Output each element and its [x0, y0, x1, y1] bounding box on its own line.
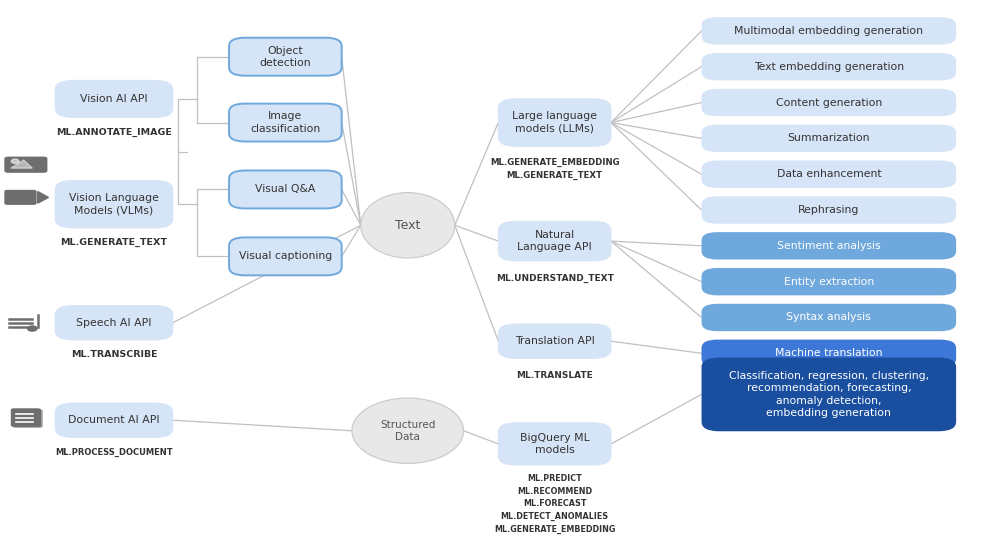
FancyBboxPatch shape	[55, 403, 173, 437]
Text: Content generation: Content generation	[776, 98, 882, 108]
Text: Image
classification: Image classification	[250, 111, 320, 134]
FancyBboxPatch shape	[55, 80, 173, 117]
Text: Structured
Data: Structured Data	[380, 420, 435, 442]
Text: Vision AI API: Vision AI API	[81, 94, 148, 104]
Text: Summarization: Summarization	[788, 133, 870, 144]
Text: Classification, regression, clustering,
recommendation, forecasting,
anomaly det: Classification, regression, clustering, …	[729, 371, 929, 418]
Ellipse shape	[352, 398, 464, 464]
FancyBboxPatch shape	[55, 181, 173, 228]
Text: BigQuery ML
models: BigQuery ML models	[519, 433, 589, 455]
FancyBboxPatch shape	[229, 104, 342, 141]
Text: Entity extraction: Entity extraction	[784, 277, 874, 287]
Text: Vision Language
Models (VLMs): Vision Language Models (VLMs)	[69, 193, 159, 216]
FancyBboxPatch shape	[498, 99, 611, 146]
FancyBboxPatch shape	[701, 161, 956, 188]
FancyBboxPatch shape	[701, 232, 956, 259]
Ellipse shape	[360, 193, 455, 258]
Text: Data enhancement: Data enhancement	[777, 169, 881, 179]
FancyBboxPatch shape	[701, 124, 956, 152]
Text: ML.TRANSLATE: ML.TRANSLATE	[517, 371, 593, 381]
Text: Document AI API: Document AI API	[68, 415, 160, 425]
Circle shape	[27, 326, 37, 331]
Text: ML.PROCESS_DOCUMENT: ML.PROCESS_DOCUMENT	[55, 448, 173, 456]
FancyBboxPatch shape	[701, 358, 956, 431]
Text: ML.TRANSCRIBE: ML.TRANSCRIBE	[71, 350, 157, 359]
FancyBboxPatch shape	[701, 340, 956, 367]
Text: Visual Q&A: Visual Q&A	[255, 185, 315, 194]
FancyBboxPatch shape	[4, 157, 47, 173]
FancyBboxPatch shape	[229, 38, 342, 76]
FancyBboxPatch shape	[498, 423, 611, 465]
Polygon shape	[11, 160, 32, 168]
FancyBboxPatch shape	[701, 268, 956, 295]
FancyBboxPatch shape	[498, 221, 611, 261]
FancyBboxPatch shape	[4, 190, 36, 205]
Polygon shape	[37, 192, 48, 203]
Text: Rephrasing: Rephrasing	[798, 205, 859, 215]
Text: Text: Text	[395, 219, 420, 232]
FancyBboxPatch shape	[55, 306, 173, 340]
FancyBboxPatch shape	[701, 89, 956, 116]
Text: ML.PREDICT
ML.RECOMMEND
ML.FORECAST
ML.DETECT_ANOMALIES
ML.GENERATE_EMBEDDING: ML.PREDICT ML.RECOMMEND ML.FORECAST ML.D…	[494, 474, 616, 534]
FancyBboxPatch shape	[11, 408, 41, 427]
Text: Natural
Language API: Natural Language API	[518, 230, 592, 252]
Text: Text embedding generation: Text embedding generation	[754, 62, 903, 72]
Text: Large language
models (LLMs): Large language models (LLMs)	[513, 111, 597, 134]
FancyBboxPatch shape	[701, 17, 956, 45]
Text: ML.GENERATE_EMBEDDING
ML.GENERATE_TEXT: ML.GENERATE_EMBEDDING ML.GENERATE_TEXT	[490, 158, 620, 180]
Text: Syntax analysis: Syntax analysis	[787, 312, 871, 323]
Text: Speech AI API: Speech AI API	[77, 318, 152, 328]
Text: Multimodal embedding generation: Multimodal embedding generation	[735, 26, 923, 36]
FancyBboxPatch shape	[229, 238, 342, 275]
Text: Object
detection: Object detection	[259, 45, 311, 68]
FancyBboxPatch shape	[701, 197, 956, 224]
Text: Machine translation: Machine translation	[775, 348, 883, 358]
FancyBboxPatch shape	[498, 324, 611, 358]
FancyBboxPatch shape	[229, 170, 342, 209]
Text: Visual captioning: Visual captioning	[239, 251, 332, 262]
Text: ML.UNDERSTAND_TEXT: ML.UNDERSTAND_TEXT	[496, 274, 614, 283]
FancyBboxPatch shape	[701, 304, 956, 331]
FancyBboxPatch shape	[13, 410, 42, 428]
Circle shape	[11, 159, 19, 163]
Text: ML.ANNOTATE_IMAGE: ML.ANNOTATE_IMAGE	[56, 127, 172, 136]
FancyBboxPatch shape	[701, 53, 956, 80]
Text: Sentiment analysis: Sentiment analysis	[777, 241, 881, 251]
Text: ML.GENERATE_TEXT: ML.GENERATE_TEXT	[61, 238, 168, 247]
Text: Translation API: Translation API	[515, 336, 594, 346]
